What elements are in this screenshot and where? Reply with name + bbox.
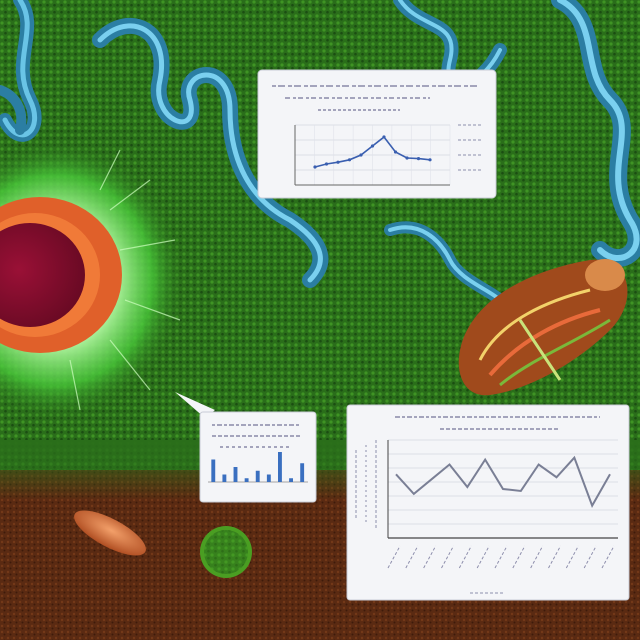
top-chart-point <box>382 135 386 139</box>
small-chart-bar <box>222 474 227 482</box>
top-chart-point <box>359 153 363 157</box>
large-chart-xlabel-scribble <box>387 545 401 569</box>
top-chart-point <box>336 160 340 164</box>
top-chart-marks <box>313 135 432 169</box>
small-chart-bar <box>255 470 260 482</box>
large-chart-xlabel-scribble <box>458 545 472 569</box>
large-chart-xlabel-scribble <box>565 545 579 569</box>
large-chart-xlabel-scribble <box>548 545 561 569</box>
large-chart-panel <box>346 404 630 601</box>
large-chart-xlabel-scribble <box>583 545 597 569</box>
small-chart-bar <box>289 478 293 482</box>
top-chart-point <box>428 158 432 162</box>
small-chart-heading-scribble <box>212 424 302 448</box>
large-chart-xlabel-scribble <box>405 545 419 569</box>
small-chart-bar <box>211 459 216 482</box>
glowing-cell <box>0 140 185 420</box>
small-chart-bar <box>233 467 238 482</box>
top-chart-side-legend <box>458 124 482 171</box>
large-chart-xlabel-scribble <box>423 545 437 569</box>
large-chart-ylabels <box>355 440 377 530</box>
small-chart-bar <box>278 452 282 482</box>
large-chart-xlabel-scribble <box>530 545 544 569</box>
small-chart-bar <box>266 474 271 482</box>
top-chart-point <box>347 158 352 162</box>
large-chart-series-line <box>395 455 611 509</box>
small-chart-bar <box>244 478 249 482</box>
small-chart-marks <box>208 452 308 483</box>
large-chart-xlabel-scribble <box>441 545 454 569</box>
large-chart-grid <box>387 439 618 539</box>
large-chart-xlabel-scribble <box>476 545 490 569</box>
top-chart-point <box>370 144 375 148</box>
large-chart-xlabels <box>387 545 615 569</box>
top-chart-point <box>416 157 421 161</box>
seed-pod <box>458 259 628 396</box>
small-chart-panel <box>175 392 317 503</box>
large-chart-xlabel-scribble <box>512 545 526 569</box>
orange-seed <box>74 510 146 556</box>
top-chart-point <box>393 150 398 154</box>
top-chart-point <box>313 165 317 169</box>
large-chart-xlabel-scribble <box>601 545 615 569</box>
top-chart-panel <box>257 69 497 199</box>
small-chart-bar <box>300 463 305 482</box>
top-chart-point <box>405 156 409 160</box>
top-chart-heading-scribble <box>272 85 480 111</box>
large-chart-xlabel-scribble <box>494 545 508 569</box>
top-chart-point <box>324 162 329 166</box>
green-spore-texture <box>204 530 248 574</box>
large-chart-heading-scribble <box>395 416 600 430</box>
top-chart-grid <box>294 124 451 186</box>
large-chart-marks <box>395 455 611 509</box>
